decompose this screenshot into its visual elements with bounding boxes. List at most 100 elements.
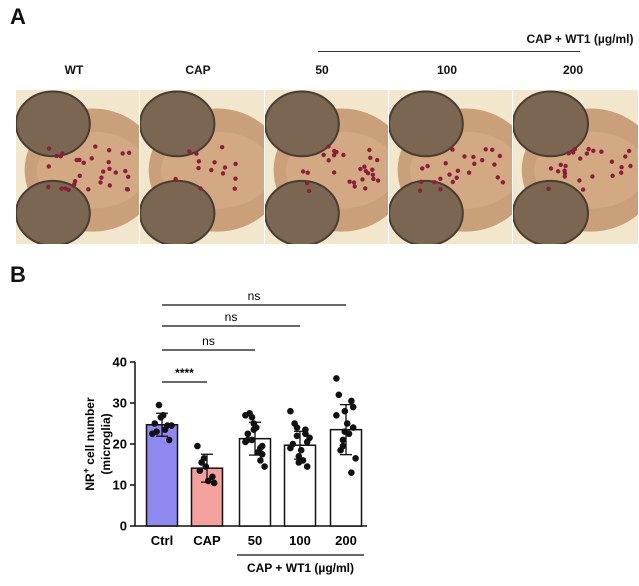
label-200: 200	[562, 63, 584, 77]
microglia-dot	[321, 152, 326, 158]
microglia-dot	[326, 144, 331, 149]
microglia-dot	[341, 152, 346, 158]
microglia-dot	[306, 188, 312, 194]
data-point-200	[339, 436, 347, 444]
x-tick-label-200: 200	[335, 533, 357, 548]
microglia-dot	[300, 169, 306, 174]
microglia-dot	[619, 170, 624, 175]
eye-bottom	[16, 179, 91, 244]
microglia-dot	[194, 151, 199, 156]
microglia-dot	[586, 146, 591, 152]
microglia-dot	[59, 186, 64, 191]
x-tick-label-100: 100	[289, 533, 311, 548]
microglia-dot	[232, 186, 237, 191]
microglia-dot	[198, 186, 203, 191]
data-point-200	[339, 442, 347, 450]
microglia-dot	[425, 163, 430, 169]
microglia-dot	[599, 149, 604, 154]
y-tick-label: 10	[113, 478, 127, 493]
eye-top	[265, 90, 340, 158]
larva-image-svg	[265, 90, 388, 244]
data-point-Ctrl	[153, 428, 160, 435]
eye-top	[513, 90, 589, 158]
microglia-dot	[566, 151, 571, 156]
group-title-a-text: CAP + WT1 (µg/ml)	[526, 32, 634, 46]
microglia-dot	[626, 148, 632, 154]
eye-bottom	[513, 179, 589, 244]
larva-image-svg	[16, 90, 139, 244]
data-point-200	[333, 375, 340, 382]
label-wt: WT	[64, 63, 84, 77]
label-50: 50	[315, 63, 329, 77]
data-point-200	[349, 424, 357, 431]
microglia-dot	[351, 180, 357, 185]
microglia-dot	[450, 179, 455, 185]
data-point-100	[303, 463, 311, 470]
microglia-dot	[326, 158, 331, 163]
microglia-dot	[578, 156, 583, 161]
microglia-dot	[590, 174, 595, 179]
larva-image-200	[513, 90, 638, 244]
data-point-Ctrl	[155, 401, 163, 409]
data-point-100	[303, 438, 311, 446]
microglia-dot	[113, 170, 119, 175]
data-point-200	[333, 412, 340, 419]
significance-label: ns	[225, 310, 238, 324]
microglia-dot	[60, 151, 65, 156]
data-point-Ctrl	[168, 422, 175, 429]
microglia-dot	[220, 171, 226, 176]
microglia-dot	[490, 147, 495, 152]
microglia-dot	[81, 160, 87, 165]
data-point-50	[244, 436, 252, 444]
microglia-dot	[101, 169, 106, 174]
microglia-dot	[562, 171, 568, 176]
microglia-dot	[334, 149, 339, 155]
data-point-50	[261, 463, 268, 470]
microglia-dot	[72, 179, 78, 184]
microglia-dot	[417, 188, 423, 193]
microglia-dot	[86, 187, 91, 192]
microglia-dot	[623, 154, 628, 159]
microglia-dot	[123, 168, 128, 174]
microglia-dot	[352, 184, 357, 189]
y-axis-label-line2: (microglia)	[99, 413, 113, 474]
data-point-200	[341, 428, 349, 435]
microglia-dot	[77, 157, 82, 163]
microglia-dot	[483, 147, 488, 152]
microglia-dot	[438, 176, 443, 181]
data-point-100	[302, 430, 309, 438]
eye-top	[140, 90, 216, 158]
data-point-CAP	[196, 467, 204, 474]
microglia-dot	[347, 179, 352, 184]
data-point-50	[258, 450, 266, 458]
microglia-dot	[89, 156, 95, 161]
data-point-Ctrl	[151, 420, 159, 427]
microglia-dot	[99, 175, 104, 180]
microglia-dot	[331, 153, 337, 158]
microglia-dot	[420, 166, 425, 171]
larva-image-svg	[140, 90, 264, 244]
data-point-50	[244, 430, 252, 438]
microglia-dot	[555, 169, 561, 174]
microglia-dot	[447, 172, 452, 177]
data-point-CAP	[202, 463, 210, 470]
microglia-dot	[98, 180, 103, 185]
x-tick-label-CAP: CAP	[193, 533, 221, 548]
bar-Ctrl	[145, 423, 179, 527]
microglia-dot	[66, 187, 71, 193]
microglia-dot	[419, 179, 424, 184]
significance-label: ns	[202, 334, 215, 348]
label-100: 100	[436, 63, 458, 77]
microglia-dot	[572, 146, 578, 152]
eye-top	[389, 90, 464, 158]
microglia-dot	[46, 164, 51, 169]
microglia-dot	[209, 167, 214, 173]
microglia-dot	[196, 165, 201, 171]
data-point-100	[293, 432, 301, 440]
group-label-b: CAP + WT1 (µg/ml)	[247, 561, 354, 575]
data-point-CAP	[204, 477, 212, 485]
microglia-dot	[591, 148, 596, 153]
microglia-dot	[358, 166, 363, 172]
microglia-dot	[304, 181, 310, 186]
x-tick-label-Ctrl: Ctrl	[151, 533, 173, 548]
